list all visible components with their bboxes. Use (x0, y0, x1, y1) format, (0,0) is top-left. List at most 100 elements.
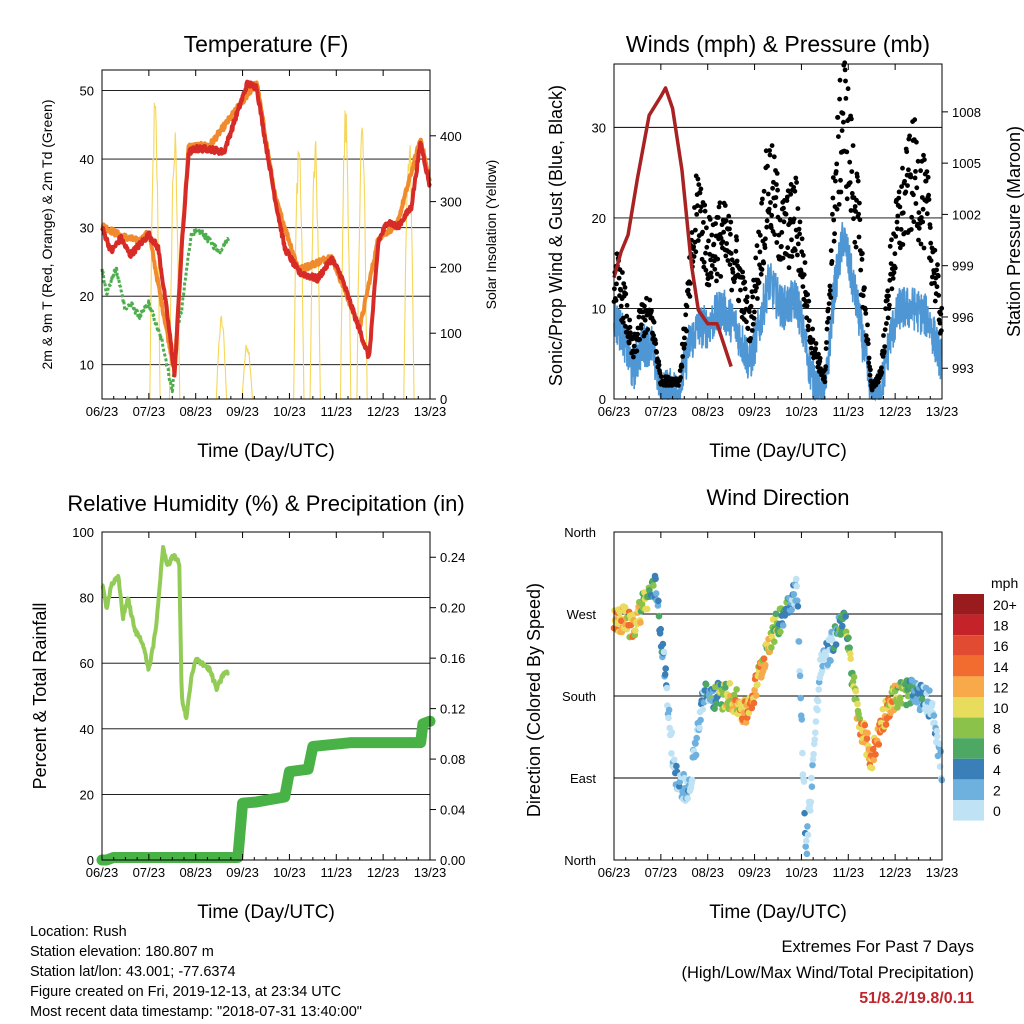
direction-point (655, 612, 663, 620)
temp-rtick-label: 100 (440, 326, 462, 341)
gust-point (744, 299, 750, 305)
gust-point (938, 328, 944, 334)
gust-point (691, 254, 697, 259)
gust-point (914, 185, 920, 191)
wind-xtick-label: 09/23 (738, 404, 771, 419)
wind-ytick-label: 10 (592, 301, 606, 316)
gust-point (850, 143, 856, 149)
gust-point (723, 218, 729, 224)
gust-point (647, 297, 653, 303)
gust-point (620, 319, 626, 325)
gust-point (731, 279, 737, 285)
gust-point (892, 251, 898, 257)
speed-legend-label: 16 (993, 638, 1009, 654)
gust-point (898, 227, 904, 232)
dir-xtick-label: 12/23 (879, 865, 912, 880)
gust-point (728, 251, 734, 256)
insolation-line (403, 145, 415, 400)
gust-point (784, 194, 790, 200)
direction-point (846, 650, 854, 657)
temp-xlabel: Time (Day/UTC) (197, 441, 335, 462)
gust-point (926, 192, 931, 198)
gust-point (772, 232, 778, 238)
direction-point (861, 721, 869, 729)
direction-point (864, 729, 871, 737)
gust-point (897, 204, 903, 210)
dir-xtick-label: 11/23 (832, 865, 864, 880)
gust-point (828, 295, 834, 300)
gust-point (631, 354, 636, 360)
gust-point (831, 238, 837, 244)
direction-point (868, 764, 876, 772)
direction-point (688, 776, 696, 784)
gust-point (734, 258, 740, 264)
gust-point (781, 205, 786, 211)
direction-point (810, 750, 817, 758)
gust-point (680, 354, 686, 359)
speed-legend-swatch (953, 800, 984, 821)
gust-point (694, 212, 700, 217)
gust-point (887, 243, 893, 249)
speed-legend-swatch (953, 614, 984, 636)
gust-point (772, 203, 778, 209)
direction-point (804, 823, 811, 830)
gust-point (813, 341, 819, 346)
wind-series-line (613, 222, 943, 402)
gust-point (826, 301, 832, 306)
dir-ytick-label: North (564, 525, 596, 540)
gust-point (658, 374, 664, 379)
gust-point (742, 286, 748, 292)
gust-point (834, 206, 840, 212)
temp-ytick-label: 10 (80, 358, 94, 373)
direction-point (748, 704, 756, 712)
gust-point (822, 379, 828, 385)
gust-point (786, 265, 792, 271)
direction-point (643, 605, 651, 613)
gust-point (721, 229, 726, 235)
gust-point (890, 276, 896, 281)
gust-point (768, 225, 774, 231)
direction-point (804, 831, 812, 839)
gust-point (921, 245, 927, 251)
direction-point (845, 634, 852, 642)
direction-point (808, 783, 816, 790)
direction-point (657, 625, 664, 633)
gust-point (764, 224, 770, 230)
direction-point (632, 627, 639, 634)
gust-point (727, 226, 732, 232)
gust-point (789, 237, 794, 243)
rh-ytick-label: 60 (80, 656, 94, 671)
gust-point (766, 206, 772, 212)
speed-legend-label: 0 (993, 803, 1001, 819)
gust-point (928, 240, 934, 246)
direction-point (799, 749, 806, 757)
extremes-values: 51/8.2/19.8/0.11 (859, 990, 974, 1007)
gust-point (805, 292, 810, 297)
gust-point (867, 372, 873, 378)
gust-point (751, 315, 757, 321)
gust-point (866, 355, 872, 361)
dir-xtick-label: 06/23 (598, 865, 631, 880)
direction-point (803, 837, 810, 845)
gust-point (806, 318, 812, 323)
gust-point (797, 231, 802, 237)
gust-point (756, 280, 762, 285)
gust-point (754, 285, 759, 291)
dir-xtick-label: 08/23 (691, 865, 724, 880)
direction-point (697, 716, 704, 724)
speed-legend-swatch (953, 655, 984, 677)
gust-point (900, 165, 905, 171)
gust-point (742, 279, 748, 285)
gust-point (863, 333, 869, 338)
direction-point (711, 705, 718, 712)
gust-point (916, 210, 922, 216)
gust-point (932, 298, 938, 304)
gust-point (701, 259, 707, 265)
direction-point (894, 704, 901, 711)
speed-legend-label: 12 (993, 679, 1009, 695)
gust-point (758, 271, 764, 277)
wind-rtick-label: 999 (952, 259, 974, 274)
gust-point (685, 287, 691, 293)
speed-legend-label: 14 (993, 659, 1009, 675)
gust-point (755, 296, 760, 301)
